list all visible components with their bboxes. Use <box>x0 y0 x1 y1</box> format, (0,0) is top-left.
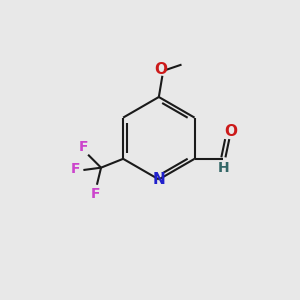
Text: F: F <box>90 187 100 201</box>
Text: F: F <box>71 162 80 176</box>
Text: N: N <box>152 172 165 187</box>
Text: O: O <box>154 62 167 77</box>
Text: F: F <box>79 140 88 154</box>
Text: H: H <box>218 161 230 175</box>
Text: O: O <box>224 124 237 139</box>
